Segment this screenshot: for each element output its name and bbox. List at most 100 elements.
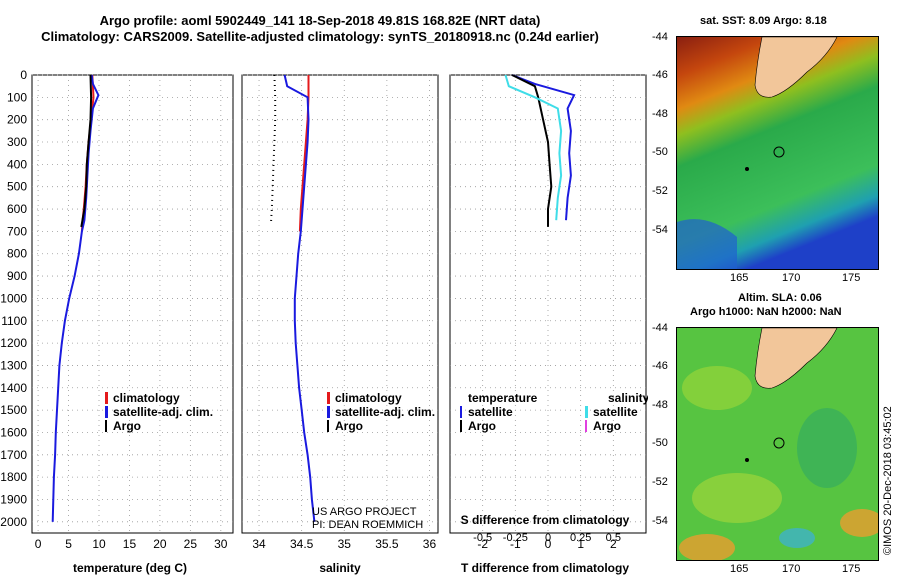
- x-tick-label: 0: [35, 537, 42, 551]
- legend-swatch-t-satellite: [460, 406, 462, 418]
- salinity-xlabel: salinity: [319, 561, 361, 575]
- sst-lat-label: -54: [652, 224, 668, 236]
- depth-tick-label: 1800: [0, 470, 27, 484]
- x-tick-label: 5: [65, 537, 72, 551]
- s-tick-label: -0.5: [473, 532, 492, 544]
- legend-satellite-adj: satellite-adj. clim.: [113, 405, 213, 419]
- temperature-chart: 0100200300400500600700800900100011001200…: [0, 68, 234, 575]
- x-tick-label: 35.5: [375, 537, 399, 551]
- x-tick-label: 34: [252, 537, 266, 551]
- sla-lat-label: -50: [652, 437, 668, 449]
- depth-tick-label: 1100: [1, 314, 27, 328]
- salinity-legend: climatology satellite-adj. clim. Argo: [327, 391, 435, 433]
- s-tick-label: 0.5: [606, 532, 621, 544]
- legend-climatology: climatology: [335, 391, 402, 405]
- series-line-argo: [270, 74, 277, 223]
- legend-swatch-s-satellite: [585, 406, 588, 418]
- sst-lon-label: 165: [730, 272, 749, 284]
- salinity-chart: 34 34.5 35 35.5 36 salinity climatology sate…: [241, 74, 439, 575]
- sla-map-image: [677, 328, 878, 560]
- depth-tick-label: 1400: [0, 381, 27, 395]
- depth-tick-label: 100: [7, 90, 27, 104]
- legend-argo: Argo: [335, 419, 363, 433]
- s-tick-label: 0.25: [570, 532, 591, 544]
- difference-chart: -2 -1 0 1 2 -0.5 -0.25 0 0.25 0.5 S difference f…: [449, 74, 648, 575]
- header-title-line2: Climatology: CARS2009. Satellite-adjuste…: [41, 29, 599, 44]
- legend-t-satellite: satellite: [468, 405, 513, 419]
- sla-lat-label: -48: [652, 399, 668, 411]
- x-tick-label: 35: [338, 537, 352, 551]
- sst-lat-label: -52: [652, 185, 668, 197]
- plot-frame: [241, 74, 439, 534]
- depth-tick-label: 500: [7, 180, 27, 194]
- depth-tick-label: 0: [20, 68, 27, 82]
- sla-map-title2: Argo h1000: NaN h2000: NaN: [690, 306, 842, 318]
- depth-tick-label: 700: [7, 224, 27, 238]
- sst-lat-label: -46: [652, 69, 668, 81]
- sst-map-image: [677, 37, 878, 269]
- salinity-panel: 34 34.5 35 35.5 36 salinity climatology sate…: [240, 50, 440, 575]
- x-tick-label: 15: [123, 537, 137, 551]
- depth-tick-label: 1500: [0, 403, 27, 417]
- depth-tick-label: 200: [7, 113, 27, 127]
- legend-swatch-argo: [105, 420, 107, 432]
- x-tick-label: 10: [92, 537, 106, 551]
- sst-map: [676, 36, 879, 270]
- series-line-t-argo: [511, 74, 553, 227]
- watermark: ©IMOS 20-Dec-2018 03:45:02: [882, 406, 894, 555]
- s-tick-label: -0.25: [503, 532, 528, 544]
- legend-argo: Argo: [113, 419, 141, 433]
- x-tick-label: -2: [477, 537, 488, 551]
- depth-tick-label: 600: [7, 202, 27, 216]
- plot-frame: [31, 74, 234, 534]
- temperature-panel: 0 100 200 300 400 500 600 700 800 900 1000 1100 1200…: [0, 50, 235, 575]
- t-difference-xlabel: T difference from climatology: [461, 561, 629, 575]
- difference-panel: -2 -1 0 1 2 -0.5 -0.25 0 0.25 0.5 S difference f…: [448, 50, 648, 575]
- legend-swatch-t-argo: [460, 420, 462, 432]
- legend-swatch-climatology: [105, 392, 108, 404]
- temperature-xlabel: temperature (deg C): [73, 561, 187, 575]
- legend-swatch-climatology: [327, 392, 330, 404]
- sla-lon-label: 165: [730, 563, 749, 575]
- x-tick-label: 36: [423, 537, 437, 551]
- x-tick-label: 25: [184, 537, 198, 551]
- x-tick-label: 20: [153, 537, 167, 551]
- sst-map-title: sat. SST: 8.09 Argo: 8.18: [700, 15, 827, 27]
- x-tick-label: 34.5: [290, 537, 314, 551]
- x-tick-label: 1: [577, 537, 584, 551]
- legend-swatch-s-argo: [585, 420, 587, 432]
- legend-swatch-argo: [327, 420, 329, 432]
- header-title-line1: Argo profile: aoml 5902449_141 18-Sep-20…: [99, 13, 541, 28]
- series-line-satellite-adj-clim-: [51, 74, 100, 522]
- series-line-t-satellite: [511, 74, 576, 221]
- pi-annotation: PI: DEAN ROEMMICH: [312, 519, 423, 531]
- legend-temperature-heading: temperature: [468, 391, 538, 405]
- legend-salinity-heading: salinity: [608, 391, 648, 405]
- legend-swatch-satellite: [327, 406, 330, 418]
- depth-tick-label: 300: [7, 135, 27, 149]
- depth-tick-label: 2000: [0, 515, 27, 529]
- legend-satellite-adj: satellite-adj. clim.: [335, 405, 435, 419]
- legend-climatology: climatology: [113, 391, 180, 405]
- depth-tick-label: 1000: [0, 291, 27, 305]
- depth-tick-label: 1600: [0, 425, 27, 439]
- difference-legend: temperature satellite Argo salinity sate…: [460, 391, 648, 433]
- legend-t-argo: Argo: [468, 419, 496, 433]
- x-tick-label: 0: [545, 537, 552, 551]
- sla-map: [676, 327, 879, 561]
- legend-swatch-satellite: [105, 406, 108, 418]
- sst-lon-label: 175: [842, 272, 861, 284]
- depth-tick-label: 1900: [0, 492, 27, 506]
- depth-tick-label: 1200: [0, 336, 27, 350]
- x-tick-label: 2: [610, 537, 617, 551]
- s-difference-xlabel: S difference from climatology: [461, 513, 630, 527]
- sla-lon-label: 175: [842, 563, 861, 575]
- series-line-satellite-adj-clim-: [283, 74, 316, 522]
- sla-map-title1: Altim. SLA: 0.06: [738, 292, 822, 304]
- depth-tick-label: 800: [7, 247, 27, 261]
- depth-tick-label: 1700: [0, 448, 27, 462]
- legend-s-argo: Argo: [593, 419, 621, 433]
- sla-lat-label: -46: [652, 360, 668, 372]
- temperature-legend: climatology satellite-adj. clim. Argo: [105, 391, 213, 433]
- series-line-s-satellite: [504, 74, 563, 221]
